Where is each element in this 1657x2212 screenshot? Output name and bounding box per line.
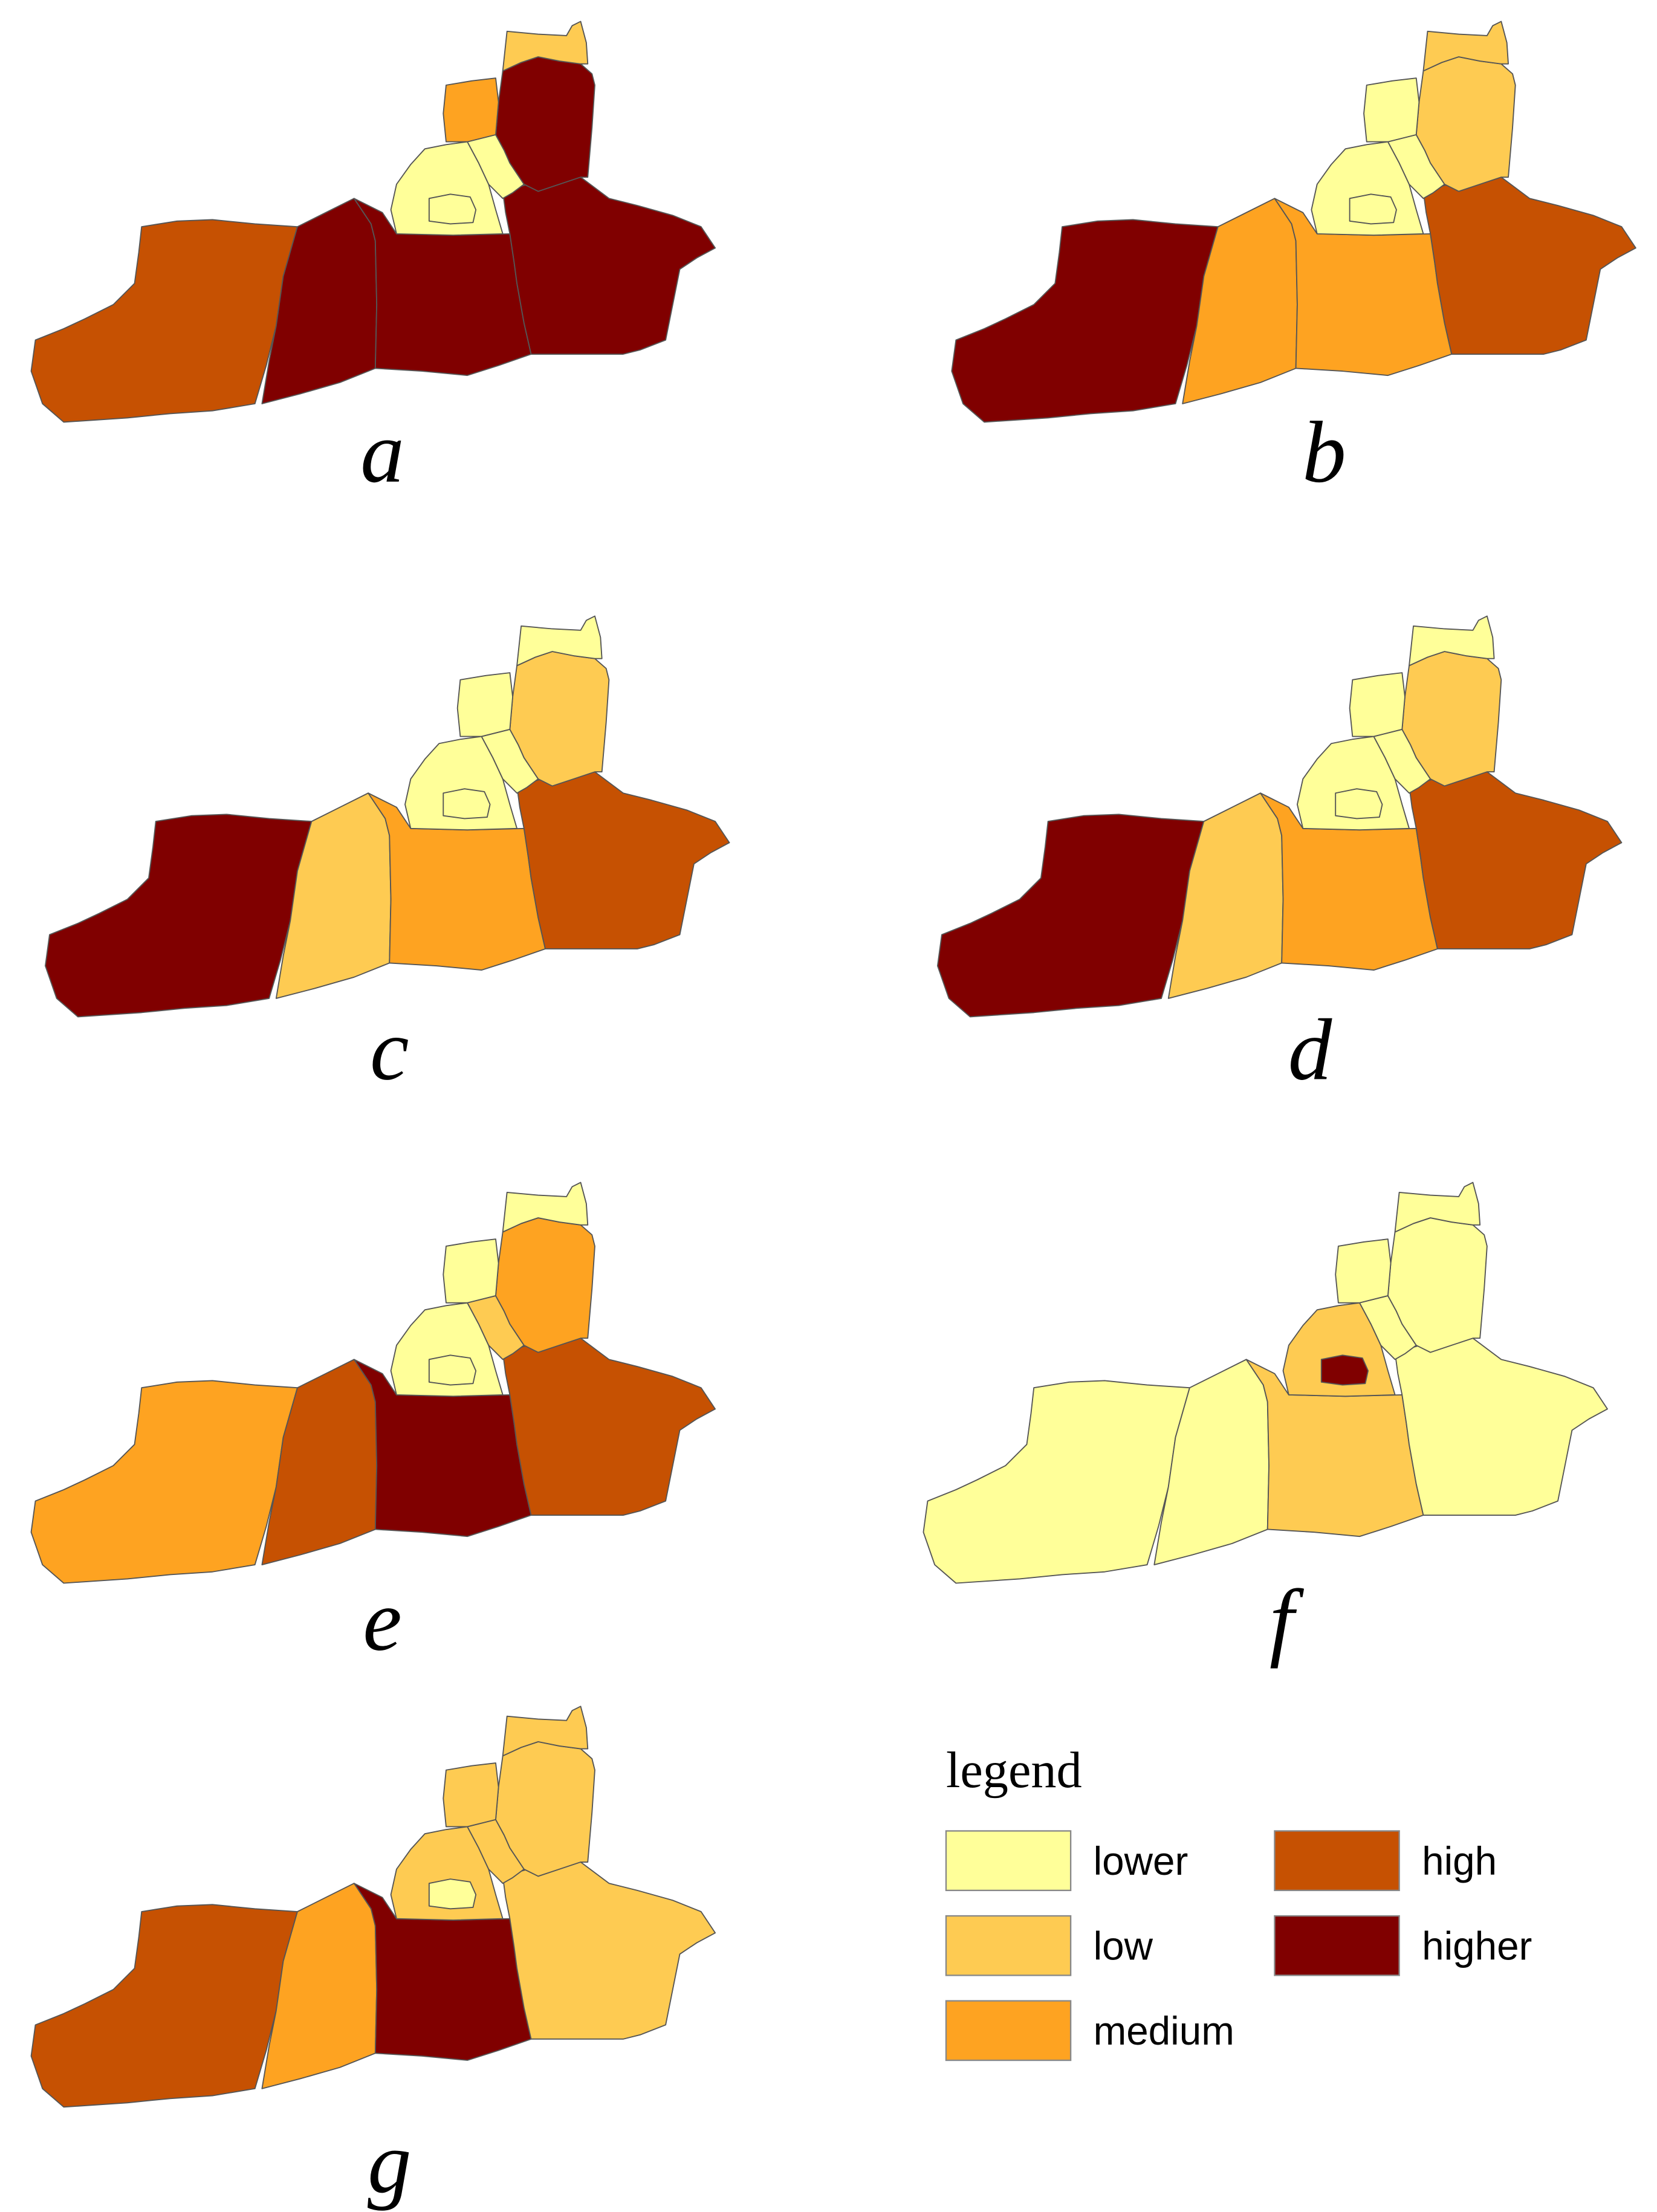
panel-label: d (1288, 1001, 1332, 1098)
region (502, 1182, 589, 1233)
region (516, 771, 730, 949)
legend-title: legend (946, 1742, 1082, 1799)
region (936, 813, 1205, 1018)
panel-label: e (363, 1573, 401, 1669)
panel-label: g (368, 2115, 412, 2211)
panel-label: a (360, 404, 404, 501)
map-panel (951, 21, 1636, 423)
region (30, 1904, 298, 2108)
region (30, 219, 298, 423)
region (45, 813, 313, 1018)
region (923, 1380, 1190, 1584)
panel-label: f (1270, 1573, 1305, 1669)
region (443, 1238, 499, 1304)
region (428, 1878, 477, 1910)
legend-swatch (1274, 1830, 1400, 1892)
map-panel (923, 1182, 1608, 1584)
region (1320, 1354, 1369, 1386)
region (1363, 77, 1420, 143)
legend-swatch (1274, 1915, 1400, 1976)
region (30, 1380, 298, 1584)
map-panel (30, 21, 716, 423)
legend-label: low (1094, 1924, 1153, 1968)
region (502, 176, 716, 355)
legend-label: higher (1422, 1924, 1532, 1968)
region (1422, 176, 1636, 355)
region (502, 21, 589, 72)
region (428, 1354, 477, 1386)
region (456, 672, 514, 737)
region (502, 1706, 589, 1757)
panel-label: b (1302, 404, 1346, 501)
map-panel (45, 615, 730, 1018)
region (1349, 193, 1397, 225)
region (951, 219, 1219, 423)
legend-label: medium (1094, 2009, 1234, 2053)
region (502, 1861, 716, 2040)
map-panel (30, 1182, 716, 1584)
region (1422, 21, 1509, 72)
panel-label: c (370, 1001, 409, 1098)
region (1335, 788, 1383, 820)
region (1394, 1337, 1608, 1516)
region (1394, 1182, 1481, 1233)
region (443, 1762, 499, 1828)
region (516, 615, 603, 667)
map-panel (30, 1706, 716, 2108)
map-panel (936, 615, 1623, 1018)
region (1335, 1238, 1392, 1304)
legend-swatch (945, 1830, 1072, 1892)
legend-label: high (1422, 1839, 1497, 1883)
region (428, 193, 477, 225)
region (1409, 771, 1623, 949)
region (443, 788, 491, 820)
region (502, 1337, 716, 1516)
legend-swatch (945, 1915, 1072, 1976)
legend-label: lower (1094, 1839, 1188, 1883)
region (1349, 672, 1406, 737)
region (1409, 615, 1495, 667)
legend-swatch (945, 2000, 1072, 2062)
region (443, 77, 499, 143)
